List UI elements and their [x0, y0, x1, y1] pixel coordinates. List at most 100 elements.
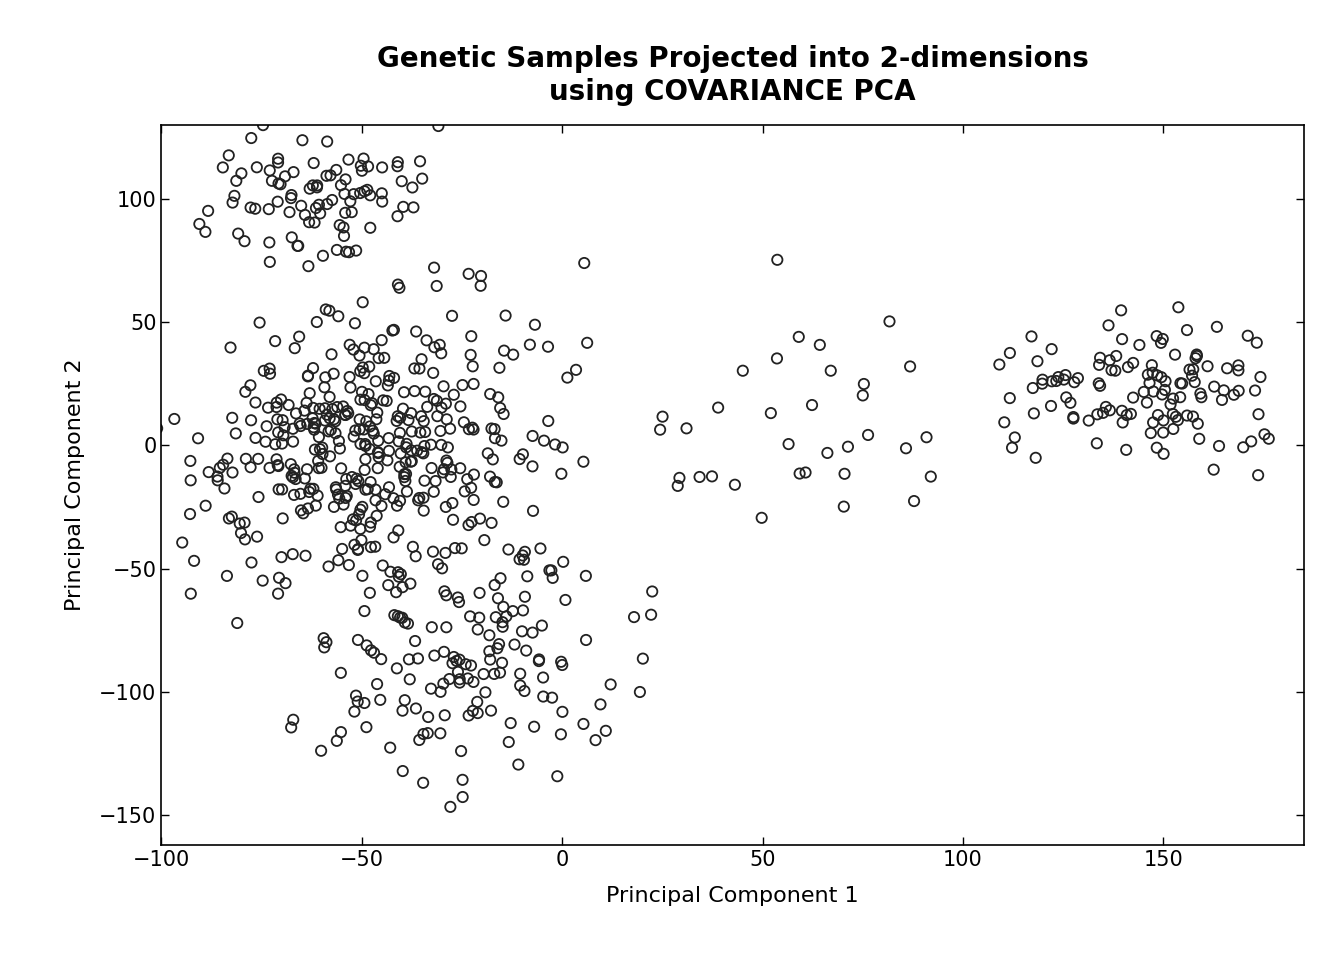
- Point: [1165, 409, 1187, 424]
- Point: [312, 440, 333, 455]
- Point: [1141, 357, 1163, 372]
- Point: [360, 540, 382, 555]
- Point: [281, 229, 302, 245]
- Point: [458, 517, 480, 533]
- Point: [383, 491, 405, 506]
- Point: [329, 519, 351, 535]
- Point: [794, 465, 816, 480]
- Point: [306, 180, 328, 195]
- Point: [371, 498, 392, 514]
- Point: [405, 548, 426, 564]
- Point: [551, 658, 573, 673]
- Point: [1216, 361, 1238, 376]
- Point: [401, 405, 422, 420]
- Point: [461, 328, 482, 344]
- Point: [362, 423, 383, 439]
- Point: [481, 516, 503, 531]
- Point: [297, 258, 319, 274]
- Point: [411, 444, 433, 460]
- Point: [235, 451, 257, 467]
- Point: [267, 586, 289, 601]
- Point: [426, 409, 448, 424]
- Point: [364, 482, 386, 497]
- Point: [355, 451, 376, 467]
- Point: [353, 393, 375, 408]
- Point: [378, 377, 399, 393]
- Point: [284, 488, 305, 503]
- Point: [355, 482, 376, 497]
- Point: [410, 154, 431, 169]
- Point: [267, 458, 289, 473]
- Point: [249, 315, 270, 330]
- Point: [441, 462, 462, 477]
- Point: [349, 412, 371, 427]
- Point: [379, 369, 401, 384]
- Point: [146, 420, 168, 436]
- Point: [480, 703, 501, 718]
- Point: [359, 187, 380, 203]
- Point: [271, 436, 293, 451]
- Point: [335, 478, 356, 493]
- Point: [222, 195, 243, 210]
- Point: [1168, 300, 1189, 315]
- Point: [348, 473, 370, 489]
- Point: [1122, 390, 1144, 405]
- Point: [234, 515, 255, 530]
- Point: [234, 233, 255, 249]
- Point: [435, 412, 457, 427]
- Point: [266, 451, 288, 467]
- Point: [1106, 348, 1128, 364]
- Point: [431, 561, 453, 576]
- Point: [398, 652, 419, 667]
- Point: [1063, 409, 1085, 424]
- Point: [513, 684, 535, 699]
- Point: [403, 383, 425, 398]
- Point: [1004, 430, 1025, 445]
- Point: [538, 414, 559, 429]
- Point: [452, 772, 473, 787]
- Point: [335, 407, 356, 422]
- Point: [355, 437, 376, 452]
- Point: [325, 425, 347, 441]
- Point: [352, 295, 374, 310]
- Point: [258, 235, 280, 251]
- Point: [241, 555, 262, 570]
- Point: [370, 692, 391, 708]
- Point: [267, 457, 289, 472]
- Point: [1167, 413, 1188, 428]
- Point: [294, 207, 316, 223]
- Point: [316, 197, 337, 212]
- Point: [433, 378, 454, 394]
- Point: [575, 568, 597, 584]
- Point: [328, 308, 349, 324]
- Point: [585, 732, 606, 748]
- Point: [434, 584, 456, 599]
- Point: [358, 482, 379, 497]
- Point: [575, 633, 597, 648]
- Point: [462, 376, 484, 392]
- Point: [289, 329, 310, 345]
- Point: [1152, 425, 1173, 441]
- Point: [1116, 407, 1137, 422]
- Point: [652, 409, 673, 424]
- Point: [316, 635, 337, 650]
- Point: [335, 491, 356, 506]
- Point: [1153, 413, 1175, 428]
- Point: [542, 570, 563, 586]
- Point: [1227, 358, 1249, 373]
- Point: [290, 503, 312, 518]
- Point: [1116, 443, 1137, 458]
- Point: [573, 716, 594, 732]
- Point: [383, 371, 405, 386]
- Point: [415, 333, 437, 348]
- Point: [1247, 468, 1269, 483]
- Point: [1181, 368, 1203, 383]
- Point: [577, 335, 598, 350]
- Point: [266, 412, 288, 427]
- Point: [383, 323, 405, 338]
- Point: [435, 588, 457, 603]
- Point: [464, 467, 485, 482]
- Point: [489, 360, 511, 375]
- Point: [454, 484, 476, 499]
- Point: [359, 419, 380, 434]
